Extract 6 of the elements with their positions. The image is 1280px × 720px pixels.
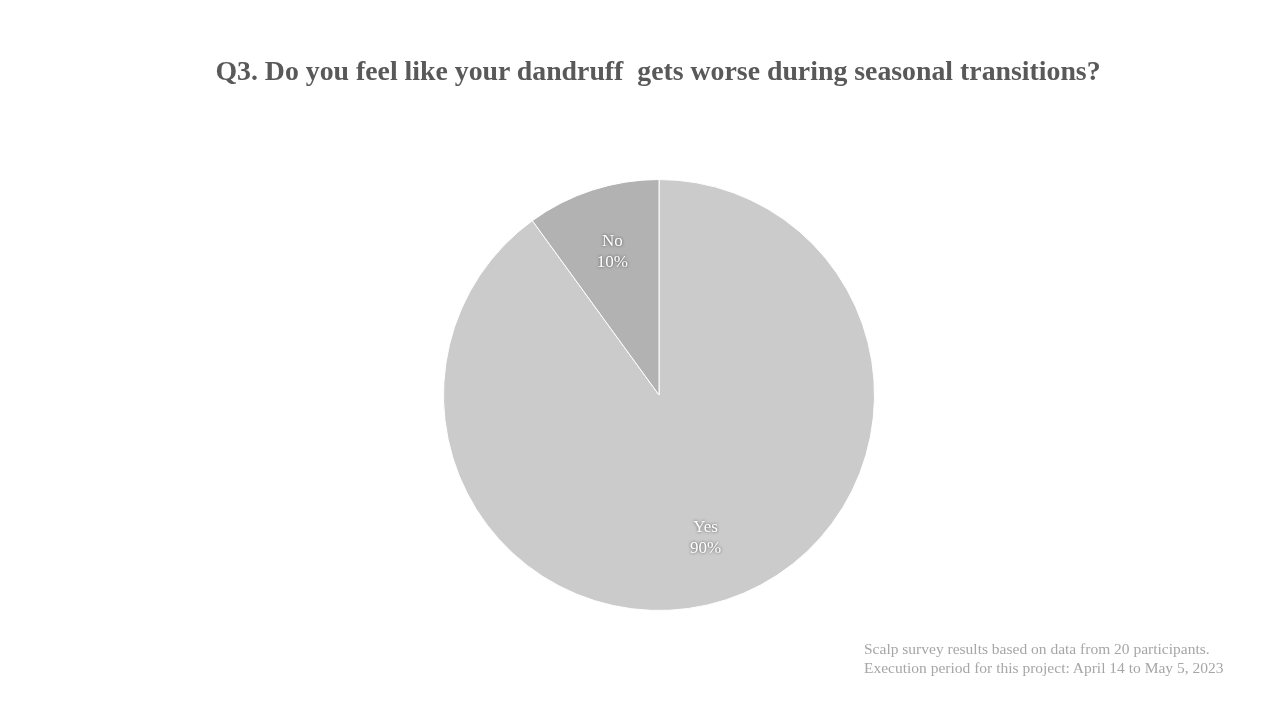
data-label: 10% — [596, 251, 628, 271]
text: Scalp survey results based on data from 20 participants. — [864, 639, 1211, 658]
chart-title: Q3. Do you feel like your dandruff gets worse during seasonal transitions? — [214, 55, 1102, 87]
data-label: 90% — [690, 538, 722, 558]
slice-label: No — [601, 230, 623, 250]
text: Execution period for this project: April 14 to May 5, 2023 — [864, 658, 1224, 677]
